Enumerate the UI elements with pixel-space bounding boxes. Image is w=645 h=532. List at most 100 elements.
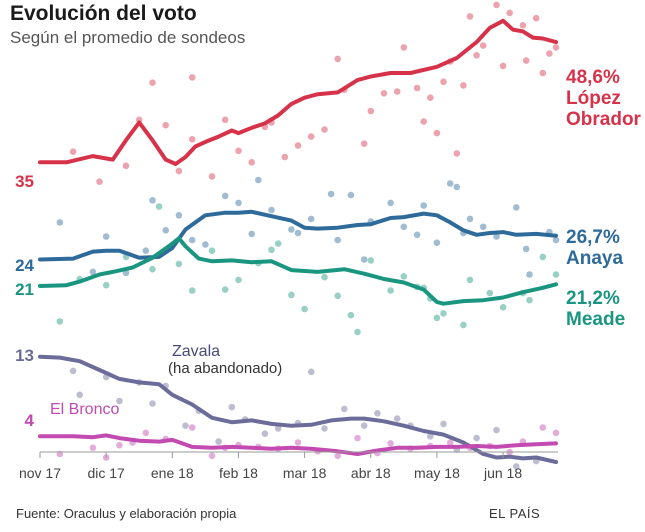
poll-dot-meade (235, 276, 242, 284)
poll-dot-anaya (162, 227, 169, 234)
poll-dot-anaya (235, 199, 242, 207)
poll-dot-zavala-ha-abandonado (76, 391, 83, 399)
series-name-el-bronco: El Bronco (50, 401, 119, 418)
series-name-lopez-obrador: Obrador (566, 109, 642, 130)
poll-dot-lopez-obrador (499, 62, 507, 70)
poll-dot-meade (274, 240, 282, 247)
poll-dot-lopez-obrador (235, 147, 242, 155)
poll-dot-lopez-obrador (69, 148, 77, 155)
x-tick-label: mar 18 (283, 465, 327, 481)
x-tick-label: may 18 (414, 465, 460, 481)
poll-dot-lopez-obrador (466, 13, 474, 20)
poll-dot-meade (354, 328, 361, 336)
poll-dot-zavala-ha-abandonado (427, 433, 434, 440)
line-chart: nov 17 dic 17 ene 18 feb 18 mar 18 abr 18 may … (15, 1, 642, 481)
poll-dot-lopez-obrador (367, 107, 375, 115)
poll-dot-zavala-ha-abandonado (321, 425, 328, 432)
poll-dot-zavala-ha-abandonado (116, 397, 123, 405)
poll-dot-zavala-ha-abandonado (69, 367, 77, 375)
poll-dot-lopez-obrador (420, 118, 428, 125)
poll-dot-meade (288, 291, 295, 299)
series-line-lopez-obrador (38, 18, 558, 166)
x-tick-label: abr 18 (351, 465, 391, 481)
poll-dot-el-bronco (89, 444, 97, 452)
poll-dot-lopez-obrador (307, 133, 315, 140)
start-value-anaya: 24 (15, 256, 34, 275)
poll-dot-meade (499, 304, 507, 311)
poll-dot-anaya (420, 202, 428, 209)
end-value-meade: 21,2% (566, 288, 620, 309)
poll-dot-anaya (479, 223, 487, 231)
poll-dot-anaya (522, 245, 530, 253)
x-tick-label: ene 18 (151, 465, 194, 481)
series-note-zavala-ha-abandonado: (ha abandonado) (168, 360, 282, 377)
poll-dot-zavala-ha-abandonado (513, 463, 520, 470)
poll-dots (56, 1, 560, 470)
poll-dot-meade (155, 203, 163, 210)
poll-dot-lopez-obrador (506, 9, 513, 17)
poll-dot-zavala-ha-abandonado (228, 403, 236, 411)
x-tick-label: dic 17 (87, 465, 125, 481)
poll-dot-lopez-obrador (539, 69, 547, 77)
poll-dot-lopez-obrador (321, 126, 328, 133)
series-line-el-bronco (38, 433, 558, 456)
poll-dot-zavala-ha-abandonado (215, 438, 222, 445)
poll-dot-meade (539, 253, 547, 261)
poll-dot-el-bronco (294, 439, 302, 446)
poll-dot-anaya (466, 215, 474, 223)
poll-dot-anaya (513, 204, 520, 211)
start-value-el-bronco: 4 (25, 411, 35, 430)
poll-dot-meade (268, 246, 275, 254)
poll-dot-el-bronco (334, 452, 342, 460)
poll-dot-meade (466, 276, 474, 284)
x-tick-label: nov 17 (19, 465, 61, 481)
poll-dot-lopez-obrador (546, 50, 553, 57)
poll-dot-zavala-ha-abandonado (149, 400, 156, 407)
poll-dot-anaya (288, 226, 295, 233)
poll-dot-meade (149, 265, 156, 273)
poll-dot-anaya (268, 206, 275, 214)
poll-dot-lopez-obrador (96, 178, 103, 185)
poll-dot-anaya (248, 230, 255, 238)
poll-dot-meade (400, 273, 408, 280)
poll-dot-lopez-obrador (393, 88, 401, 95)
poll-dot-el-bronco (116, 441, 123, 449)
poll-dot-el-bronco (188, 424, 196, 431)
series-line-zavala-ha-abandonado (38, 354, 558, 464)
poll-dot-anaya (552, 236, 560, 244)
chart-title: Evolución del voto (10, 2, 197, 25)
poll-dot-anaya (89, 268, 97, 276)
poll-dot-lopez-obrador (122, 162, 130, 170)
poll-dot-lopez-obrador (532, 14, 540, 22)
start-value-lopez-obrador: 35 (15, 172, 34, 191)
poll-dot-lopez-obrador (433, 129, 441, 137)
poll-dot-lopez-obrador (440, 78, 447, 86)
poll-dot-zavala-ha-abandonado (473, 434, 480, 442)
poll-dot-lopez-obrador (460, 82, 467, 89)
poll-dot-zavala-ha-abandonado (493, 426, 500, 434)
poll-dot-lopez-obrador (175, 167, 183, 175)
poll-dot-anaya (526, 271, 533, 278)
poll-dot-anaya (221, 192, 229, 200)
series-line-anaya (38, 209, 558, 262)
x-axis-ticks: nov 17 dic 17 ene 18 feb 18 mar 18 abr 18 may … (19, 452, 522, 481)
poll-dot-zavala-ha-abandonado (261, 430, 269, 438)
poll-dot-zavala-ha-abandonado (307, 368, 315, 376)
poll-dot-zavala-ha-abandonado (393, 415, 401, 422)
poll-dot-lopez-obrador (221, 116, 229, 124)
poll-dot-zavala-ha-abandonado (274, 425, 282, 432)
poll-dot-lopez-obrador (427, 94, 434, 101)
publisher-credit: EL PAÍS (489, 506, 541, 521)
poll-dot-meade (486, 289, 494, 297)
poll-dot-lopez-obrador (522, 57, 530, 64)
poll-dot-anaya (102, 233, 110, 240)
poll-dot-el-bronco (142, 429, 150, 437)
poll-dot-lopez-obrador (400, 44, 408, 51)
poll-dot-zavala-ha-abandonado (182, 422, 189, 430)
poll-dot-lopez-obrador (248, 159, 255, 166)
poll-dot-lopez-obrador (360, 140, 368, 147)
series-name-lopez-obrador: López (566, 88, 621, 109)
start-value-zavala-ha-abandonado: 13 (15, 346, 34, 365)
end-value-lopez-obrador: 48,6% (566, 67, 620, 88)
poll-dot-lopez-obrador (188, 136, 196, 143)
